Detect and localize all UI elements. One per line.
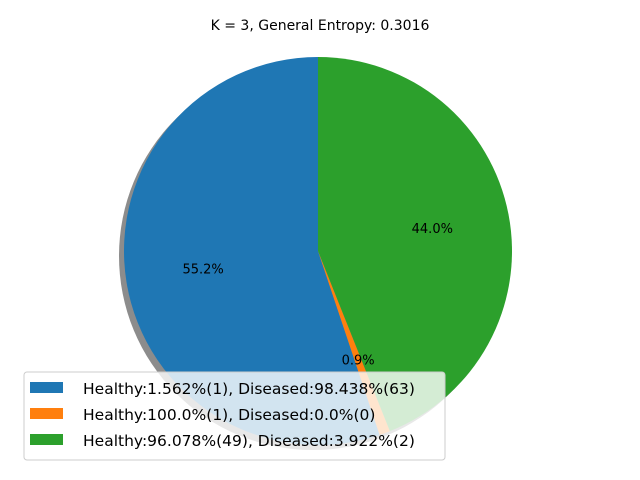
legend-swatch-1	[30, 382, 63, 393]
legend-swatch-2	[30, 408, 63, 419]
legend-entry-1-label: Healthy:1.562%(1), Diseased:98.438%(63)	[83, 380, 415, 398]
legend-entry-3-label: Healthy:96.078%(49), Diseased:3.922%(2)	[83, 432, 415, 450]
pie-slice-1-percent-label: 55.2%	[182, 263, 223, 278]
legend-frame	[23, 371, 446, 461]
legend-entry-2-label: Healthy:100.0%(1), Diseased:0.0%(0)	[83, 406, 375, 424]
pie-slice-2-percent-label: 0.9%	[342, 353, 375, 368]
pie-slice-1	[123, 57, 380, 445]
chart-title: K = 3, General Entropy: 0.3016	[211, 18, 430, 34]
pie-percent-labels: 55.2% 0.9% 44.0%	[182, 222, 453, 368]
legend-swatch-3	[30, 434, 63, 445]
legend: Healthy:1.562%(1), Diseased:98.438%(63) H…	[23, 371, 446, 461]
pie-slices	[123, 57, 512, 445]
pie-slice-3	[318, 57, 512, 432]
pie-slice-3-percent-label: 44.0%	[412, 222, 453, 237]
